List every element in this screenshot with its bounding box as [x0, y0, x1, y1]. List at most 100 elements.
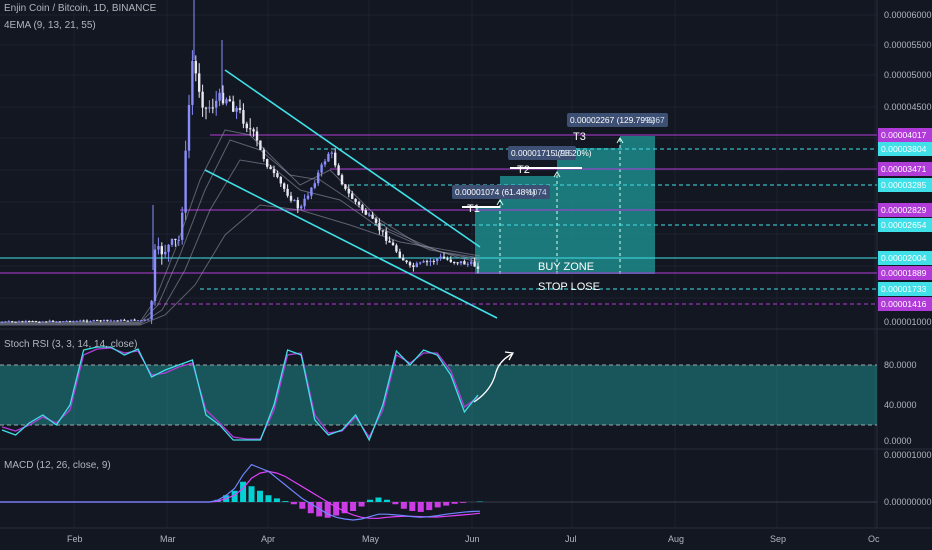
candle-body-37	[126, 320, 129, 322]
ema-line-2	[0, 159, 481, 325]
candle-body-83	[283, 183, 286, 189]
target-measure-0: 0.00001074 (61.48%)	[455, 187, 536, 197]
stoch-k-line	[1, 346, 479, 442]
candle-body-35	[119, 319, 123, 322]
target-label-2: T3	[573, 131, 586, 143]
candle-body-21	[72, 321, 75, 323]
stoch-tick-label-0: 80.0000	[884, 360, 917, 370]
candle-body-32	[109, 320, 112, 322]
macd-hist-bar-17	[290, 502, 297, 505]
chart-labels: 0.00004017 0.00003804 0.00003471 0.00003285…	[452, 113, 932, 311]
candle-body-14	[48, 320, 51, 322]
candles	[0, 0, 480, 324]
stoch-tick-label-1: 40.0000	[884, 400, 917, 410]
candle-body-71	[242, 110, 245, 124]
price-label-bg-2	[878, 162, 932, 176]
stop-lose-label: STOP LOSE	[538, 281, 600, 293]
macd-hist-bar-18	[299, 502, 306, 509]
candle-body-39	[133, 319, 136, 321]
channel-upper-line	[224, 69, 481, 248]
target-tag-bg-0	[452, 185, 550, 199]
candle-body-62	[211, 107, 214, 109]
macd-hist-bar-12	[248, 486, 255, 502]
candle-body-41	[140, 320, 143, 322]
arrow-t2-head	[553, 171, 561, 178]
candle-body-63	[215, 100, 218, 108]
price-label-8: 0.00001733	[881, 284, 927, 294]
price-label-2: 0.00003471	[881, 164, 927, 174]
candle-body-19	[65, 320, 68, 322]
candle-body-84	[286, 188, 289, 196]
macd-title: MACD (12, 26, close, 9)	[4, 460, 111, 471]
candle-body-11	[38, 321, 41, 323]
price-tick-label-1: 0.00005500	[884, 40, 932, 50]
candle-body-4	[14, 321, 17, 323]
macd-hist-bar-34	[434, 502, 441, 508]
time-tick-label-8: Oc	[868, 534, 880, 544]
candle-body-127	[432, 260, 435, 262]
candle-body-79	[269, 166, 272, 170]
time-tick-label-1: Mar	[160, 534, 176, 544]
price-levels	[0, 134, 877, 305]
target-measure-2: 0.00002267 (129.79%)	[570, 115, 655, 125]
macd-hist-bar-32	[417, 502, 424, 512]
macd-hist-bar-29	[392, 502, 399, 505]
price-label-bg-1	[878, 142, 932, 156]
candle-body-111	[378, 222, 381, 231]
macd-hist-bar-11	[240, 481, 247, 502]
candle-body-81	[276, 173, 279, 178]
target-zone-t1	[475, 208, 655, 274]
candle-body-86	[293, 200, 296, 202]
candle-body-49	[167, 244, 170, 252]
candle-body-15	[51, 320, 55, 322]
candle-body-77	[262, 149, 265, 160]
macd-hist-bar-23	[341, 502, 348, 514]
price-tick-label-3: 0.00004500	[884, 102, 932, 112]
candle-body-73	[249, 128, 252, 130]
candle-body-80	[272, 169, 276, 174]
macd-hist-bar-24	[350, 502, 357, 511]
candle-body-78	[266, 159, 269, 167]
candle-body-87	[296, 200, 299, 209]
target-tag-bg-2	[567, 113, 668, 127]
candle-body-137	[466, 263, 469, 265]
candle-body-17	[58, 321, 61, 323]
candle-body-46	[157, 246, 160, 250]
candle-body-60	[204, 107, 208, 109]
candle-body-99	[337, 165, 340, 176]
price-label-4: 0.00002829	[881, 205, 927, 215]
candle-body-69	[235, 107, 238, 112]
candle-body-124	[422, 261, 425, 263]
stoch-band	[0, 365, 877, 425]
candle-body-126	[429, 260, 432, 262]
candle-body-55	[187, 104, 191, 151]
macd-hist-bar-27	[375, 497, 382, 502]
macd-hist-bar-21	[324, 502, 331, 518]
time-tick-label-2: Apr	[261, 534, 275, 544]
macd-hist-bar-36	[451, 502, 458, 504]
candle-body-104	[354, 198, 357, 202]
candle-body-94	[320, 164, 323, 173]
candle-body-56	[191, 60, 194, 105]
candle-body-90	[306, 195, 310, 199]
time-tick-label-3: May	[362, 534, 380, 544]
candle-body-3	[11, 321, 14, 323]
candle-body-123	[419, 262, 422, 264]
macd-hist-bar-13	[257, 490, 263, 502]
candle-body-24	[82, 320, 85, 322]
macd-hist-bar-28	[383, 499, 390, 502]
candle-body-6	[21, 321, 24, 323]
candle-body-134	[456, 262, 459, 264]
price-label-bg-0	[878, 128, 932, 142]
candle-body-23	[79, 320, 82, 322]
candle-body-38	[130, 319, 133, 321]
candle-body-89	[303, 198, 306, 207]
price-label-6: 0.00002004	[881, 253, 927, 263]
price-label-3: 0.00003285	[881, 180, 927, 190]
candle-body-121	[412, 265, 415, 268]
stoch-rsi-title: Stoch RSI (3, 3, 14, 14, close)	[4, 339, 138, 350]
candle-body-16	[55, 321, 58, 323]
candle-body-116	[395, 245, 398, 252]
candle-body-53	[181, 212, 184, 240]
